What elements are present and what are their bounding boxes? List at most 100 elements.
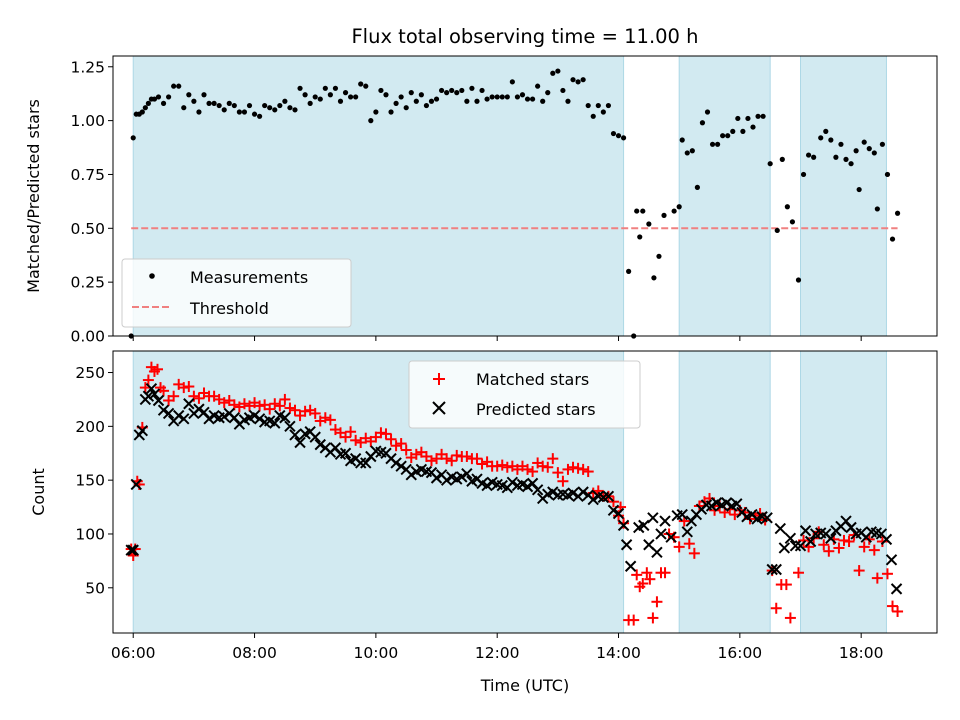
measurements-point xyxy=(853,148,859,154)
matched-stars-point xyxy=(641,567,653,579)
measurements-point xyxy=(676,204,682,210)
measurements-point xyxy=(403,105,409,111)
top-panel: 0.00 0.25 0.50 0.75 1.00 1.25 Matched/Predict… xyxy=(24,55,938,346)
measurements-point xyxy=(130,135,136,141)
measurements-point xyxy=(383,92,389,98)
predicted-stars-point xyxy=(647,512,659,524)
predicted-stars-point xyxy=(681,526,693,538)
measurements-point xyxy=(327,92,333,98)
predicted-stars-point xyxy=(157,404,170,416)
measurements-point xyxy=(651,275,657,281)
predicted-stars-point xyxy=(440,474,453,486)
predicted-stars-point xyxy=(804,535,817,548)
measurements-point xyxy=(889,236,896,242)
measurements-point xyxy=(774,227,780,234)
measurements-point xyxy=(201,92,207,98)
measurements-point xyxy=(139,109,145,115)
predicted-stars-point xyxy=(481,479,493,492)
measurements-point xyxy=(519,92,526,98)
measurements-point xyxy=(679,137,685,143)
matched-stars-point xyxy=(868,544,880,556)
matched-stars-point xyxy=(853,565,865,577)
y-tick-label: 250 xyxy=(75,364,105,382)
matched-stars-point xyxy=(264,403,276,415)
measurements-point xyxy=(176,83,182,89)
measurements-point xyxy=(347,94,354,100)
matched-stars-point xyxy=(385,433,397,445)
y-tick-label: 0.50 xyxy=(70,220,105,238)
measurements-point xyxy=(433,96,440,102)
measurements-point xyxy=(709,141,716,147)
measurements-point xyxy=(866,146,872,152)
measurements-point xyxy=(767,161,773,167)
predicted-stars-point xyxy=(145,382,158,395)
matched-stars-point xyxy=(158,385,170,397)
matched-stars-point xyxy=(683,538,695,550)
matched-stars-point xyxy=(651,596,663,608)
measurements-point xyxy=(861,139,867,145)
measurements-point xyxy=(570,77,576,83)
measurements-point xyxy=(514,94,521,100)
measurements-point xyxy=(535,83,541,89)
measurements-point xyxy=(257,113,263,119)
measurements-point xyxy=(272,107,278,113)
y-tick-label: 1.25 xyxy=(70,58,105,76)
measurements-point xyxy=(879,141,886,147)
measurements-point xyxy=(191,98,197,104)
predicted-stars-point xyxy=(617,519,630,532)
predicted-stars-point xyxy=(531,484,544,496)
measurements-point xyxy=(484,96,490,102)
matched-stars-point xyxy=(284,402,296,414)
predicted-stars-point xyxy=(676,508,688,521)
predicted-stars-point xyxy=(152,394,165,407)
measurements-point xyxy=(823,128,829,134)
top-panel-y-axis-label: Matched/Predicted stars xyxy=(24,99,43,293)
matched-stars-point xyxy=(218,397,230,409)
measurements-point xyxy=(529,96,536,102)
matched-stars-point xyxy=(319,412,331,424)
observing-window-3 xyxy=(800,350,887,634)
x-tick-label: 16:00 xyxy=(718,644,763,662)
matched-stars-point xyxy=(324,414,336,426)
predicted-stars-point xyxy=(148,388,161,400)
predicted-stars-point xyxy=(203,413,215,425)
matched-stars-point xyxy=(522,463,534,475)
measurements-point xyxy=(251,111,258,117)
predicted-stars-point xyxy=(720,497,733,509)
measurements-point xyxy=(740,128,746,134)
predicted-stars-point xyxy=(770,563,782,576)
measurements-point xyxy=(874,206,880,212)
matched-stars-point xyxy=(289,404,301,416)
predicted-stars-point xyxy=(577,486,589,498)
measurements-point xyxy=(884,171,891,178)
measurements-point xyxy=(236,109,242,115)
predicted-stars-point xyxy=(761,512,773,524)
predicted-stars-point xyxy=(799,525,812,537)
legend-measurements-marker xyxy=(149,273,155,279)
y-tick-label: 200 xyxy=(75,418,105,436)
matched-stars-point xyxy=(871,572,883,584)
matched-stars-point xyxy=(770,602,782,614)
measurements-point xyxy=(287,105,293,111)
measurements-point xyxy=(565,98,571,104)
legend-measurements-label: Measurements xyxy=(190,268,308,287)
matched-stars-point xyxy=(637,577,649,589)
measurements-point xyxy=(464,98,470,104)
measurements-point xyxy=(160,100,167,106)
measurements-point xyxy=(745,115,751,122)
predicted-stars-point xyxy=(638,519,650,532)
matched-stars-point xyxy=(168,390,180,402)
measurements-point xyxy=(353,94,359,100)
matched-stars-point xyxy=(557,475,569,487)
x-tick-label: 10:00 xyxy=(354,644,399,662)
matched-stars-point xyxy=(375,427,387,439)
predicted-stars-point xyxy=(248,409,261,422)
measurements-point xyxy=(620,135,627,141)
predicted-stars-point xyxy=(778,542,791,554)
measurements-point xyxy=(590,113,596,119)
measurements-point xyxy=(368,118,374,124)
predicted-stars-point xyxy=(125,544,137,556)
matched-stars-point xyxy=(501,461,513,473)
matched-stars-point xyxy=(345,426,357,438)
top-panel-legend-box xyxy=(121,258,352,328)
